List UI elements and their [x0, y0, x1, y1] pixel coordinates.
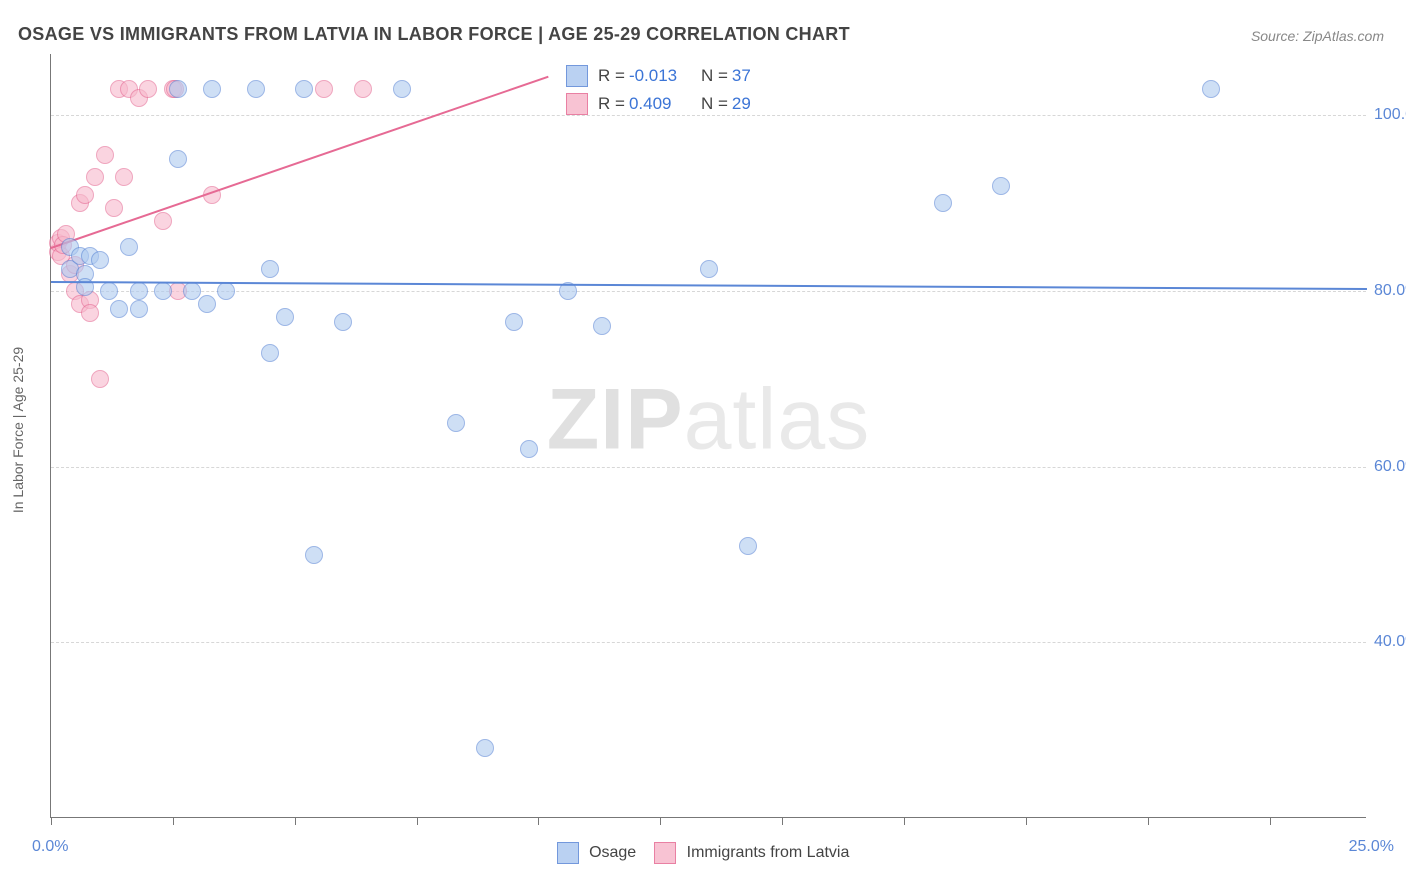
legend-row-latvia: R = 0.409 N = 29	[566, 90, 751, 118]
scatter-point-osage	[295, 80, 313, 98]
x-tick	[904, 817, 905, 825]
scatter-point-osage	[739, 537, 757, 555]
x-tick	[1148, 817, 1149, 825]
legend-item-latvia: Immigrants from Latvia	[654, 842, 849, 864]
scatter-point-osage	[169, 150, 187, 168]
r-value-latvia: 0.409	[629, 94, 691, 114]
scatter-point-latvia	[139, 80, 157, 98]
y-tick-label: 80.0%	[1374, 282, 1406, 300]
legend-swatch-latvia	[566, 93, 588, 115]
scatter-point-osage	[393, 80, 411, 98]
x-tick	[295, 817, 296, 825]
scatter-plot-area: ZIPatlas 40.0%60.0%80.0%100.0%	[50, 54, 1366, 818]
r-label: R =	[598, 94, 625, 114]
scatter-point-osage	[476, 739, 494, 757]
watermark: ZIPatlas	[547, 371, 870, 470]
scatter-point-osage	[934, 194, 952, 212]
y-tick-label: 60.0%	[1374, 458, 1406, 476]
scatter-point-latvia	[91, 370, 109, 388]
scatter-point-osage	[505, 313, 523, 331]
scatter-point-latvia	[154, 212, 172, 230]
x-tick	[1026, 817, 1027, 825]
scatter-point-osage	[120, 238, 138, 256]
legend-label-latvia: Immigrants from Latvia	[687, 844, 850, 861]
watermark-zip: ZIP	[547, 372, 684, 468]
gridline	[51, 642, 1366, 643]
scatter-point-osage	[700, 260, 718, 278]
scatter-point-latvia	[96, 146, 114, 164]
scatter-point-osage	[520, 440, 538, 458]
scatter-point-osage	[305, 546, 323, 564]
y-axis-title: In Labor Force | Age 25-29	[10, 347, 26, 513]
scatter-point-osage	[91, 251, 109, 269]
n-value-osage: 37	[732, 66, 751, 86]
scatter-point-latvia	[86, 168, 104, 186]
n-label: N =	[701, 94, 728, 114]
x-tick	[538, 817, 539, 825]
legend-item-osage: Osage	[557, 842, 637, 864]
scatter-point-osage	[100, 282, 118, 300]
scatter-point-latvia	[115, 168, 133, 186]
scatter-point-osage	[261, 344, 279, 362]
legend-swatch-osage	[557, 842, 579, 864]
scatter-point-latvia	[81, 304, 99, 322]
legend-swatch-latvia	[654, 842, 676, 864]
scatter-point-osage	[334, 313, 352, 331]
gridline	[51, 291, 1366, 292]
legend-swatch-osage	[566, 65, 588, 87]
trend-line-osage	[51, 281, 1367, 290]
scatter-point-osage	[110, 300, 128, 318]
legend-label-osage: Osage	[589, 844, 636, 861]
scatter-point-osage	[130, 300, 148, 318]
watermark-atlas: atlas	[684, 372, 871, 468]
scatter-point-osage	[203, 80, 221, 98]
scatter-point-osage	[261, 260, 279, 278]
scatter-point-latvia	[315, 80, 333, 98]
trend-line-latvia	[51, 76, 549, 249]
scatter-point-osage	[130, 282, 148, 300]
scatter-point-osage	[276, 308, 294, 326]
n-label: N =	[701, 66, 728, 86]
y-tick-label: 100.0%	[1374, 106, 1406, 124]
scatter-point-osage	[183, 282, 201, 300]
scatter-point-osage	[169, 80, 187, 98]
chart-title: OSAGE VS IMMIGRANTS FROM LATVIA IN LABOR…	[18, 24, 850, 45]
scatter-point-osage	[1202, 80, 1220, 98]
scatter-point-osage	[247, 80, 265, 98]
scatter-point-latvia	[354, 80, 372, 98]
legend-row-osage: R = -0.013 N = 37	[566, 62, 751, 90]
x-tick	[1270, 817, 1271, 825]
gridline	[51, 467, 1366, 468]
scatter-point-latvia	[105, 199, 123, 217]
correlation-legend: R = -0.013 N = 37 R = 0.409 N = 29	[566, 62, 751, 118]
scatter-point-osage	[992, 177, 1010, 195]
scatter-point-latvia	[76, 186, 94, 204]
x-tick	[782, 817, 783, 825]
source-attribution: Source: ZipAtlas.com	[1251, 28, 1384, 44]
scatter-point-osage	[198, 295, 216, 313]
scatter-point-osage	[154, 282, 172, 300]
x-tick	[173, 817, 174, 825]
y-tick-label: 40.0%	[1374, 633, 1406, 651]
scatter-point-osage	[593, 317, 611, 335]
x-tick	[660, 817, 661, 825]
x-tick	[417, 817, 418, 825]
series-legend: Osage Immigrants from Latvia	[0, 842, 1406, 864]
r-value-osage: -0.013	[629, 66, 691, 86]
scatter-point-osage	[447, 414, 465, 432]
r-label: R =	[598, 66, 625, 86]
n-value-latvia: 29	[732, 94, 751, 114]
x-tick	[51, 817, 52, 825]
scatter-point-osage	[217, 282, 235, 300]
